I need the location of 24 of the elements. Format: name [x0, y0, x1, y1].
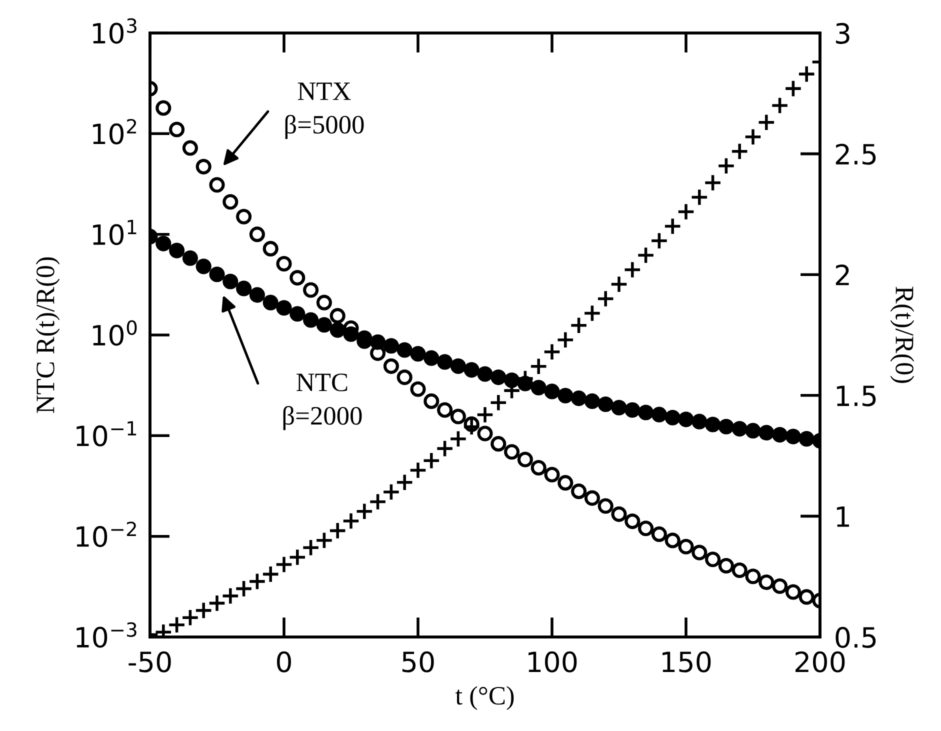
x-tick-label: 100: [528, 651, 577, 672]
y-tick-label: 10$^{2}$: [93, 118, 136, 144]
x-tick-label: 50: [402, 651, 434, 672]
y-tick-label: 10$^{−3}$: [76, 622, 136, 648]
y2-axis-title: R(t)/R(0): [890, 286, 914, 383]
y-tick-label: 10$^{3}$: [93, 18, 136, 44]
y2-tick-label: 0.5: [836, 626, 876, 648]
y2-tick-label: 2: [836, 264, 849, 286]
y-tick-label: 10$^{1}$: [93, 220, 136, 246]
annotation: NTC β=2000: [283, 374, 362, 430]
y-tick-label: 10$^{0}$: [93, 320, 137, 346]
x-tick-label: 200: [796, 651, 845, 672]
x-tick-label: 150: [662, 651, 711, 672]
y-tick-label: 10$^{−1}$: [76, 421, 136, 446]
annotation: NTX β=5000: [285, 82, 364, 140]
y2-tick-label: 1.5: [836, 386, 876, 406]
x-tick-label: 0: [276, 651, 291, 672]
x-tick-label: -50: [128, 651, 171, 672]
x-axis-title: t (°C): [455, 686, 514, 710]
y2-tick-label: 2.5: [836, 144, 876, 165]
y-tick-label: 10$^{−2}$: [76, 522, 136, 548]
y2-tick-label: 1: [836, 506, 849, 527]
y2-tick-label: 3: [836, 22, 850, 44]
y-axis-title: NTC R(t)/R(0): [36, 257, 60, 414]
